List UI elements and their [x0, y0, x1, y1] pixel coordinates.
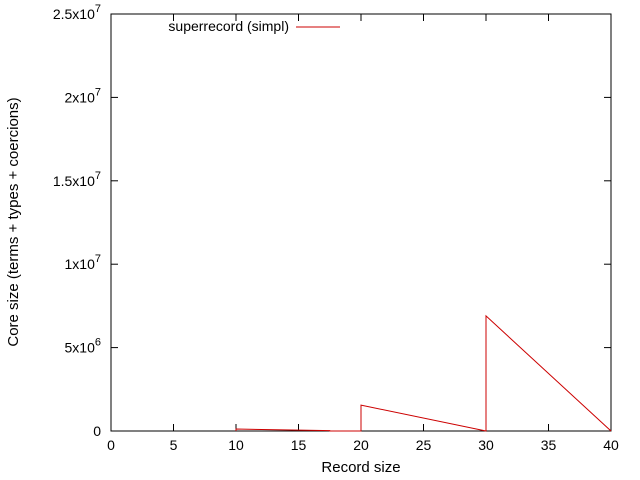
y-tick-label: 5x106 — [65, 337, 101, 356]
y-tick-label: 1x107 — [65, 253, 101, 272]
plot-frame — [110, 13, 612, 432]
x-axis: 0 5 10 15 20 25 30 35 40 — [107, 14, 619, 453]
x-tick-label: 0 — [107, 437, 115, 453]
legend: superrecord (simpl) — [168, 18, 340, 34]
y-axis: 0 5x106 1x107 1.5x107 2x107 2.5x107 — [53, 3, 611, 439]
series-layer — [235, 314, 612, 432]
legend-label: superrecord (simpl) — [168, 18, 289, 34]
y-tick-label: 1.5x107 — [53, 170, 101, 189]
y-axis-title: Core size (terms + types + coercions) — [5, 97, 22, 346]
x-tick-label: 20 — [353, 437, 369, 453]
y-tick-label: 2.5x107 — [53, 3, 101, 22]
series-line — [235, 314, 612, 432]
x-tick-label: 30 — [478, 437, 494, 453]
x-tick-label: 35 — [541, 437, 557, 453]
x-tick-label: 5 — [170, 437, 178, 453]
x-tick-label: 40 — [603, 437, 619, 453]
x-tick-label: 10 — [228, 437, 244, 453]
y-tick-label: 2x107 — [65, 86, 101, 105]
x-axis-title: Record size — [321, 459, 400, 476]
x-tick-label: 25 — [416, 437, 432, 453]
y-tick-label: 0 — [93, 423, 101, 439]
x-tick-label: 15 — [291, 437, 307, 453]
